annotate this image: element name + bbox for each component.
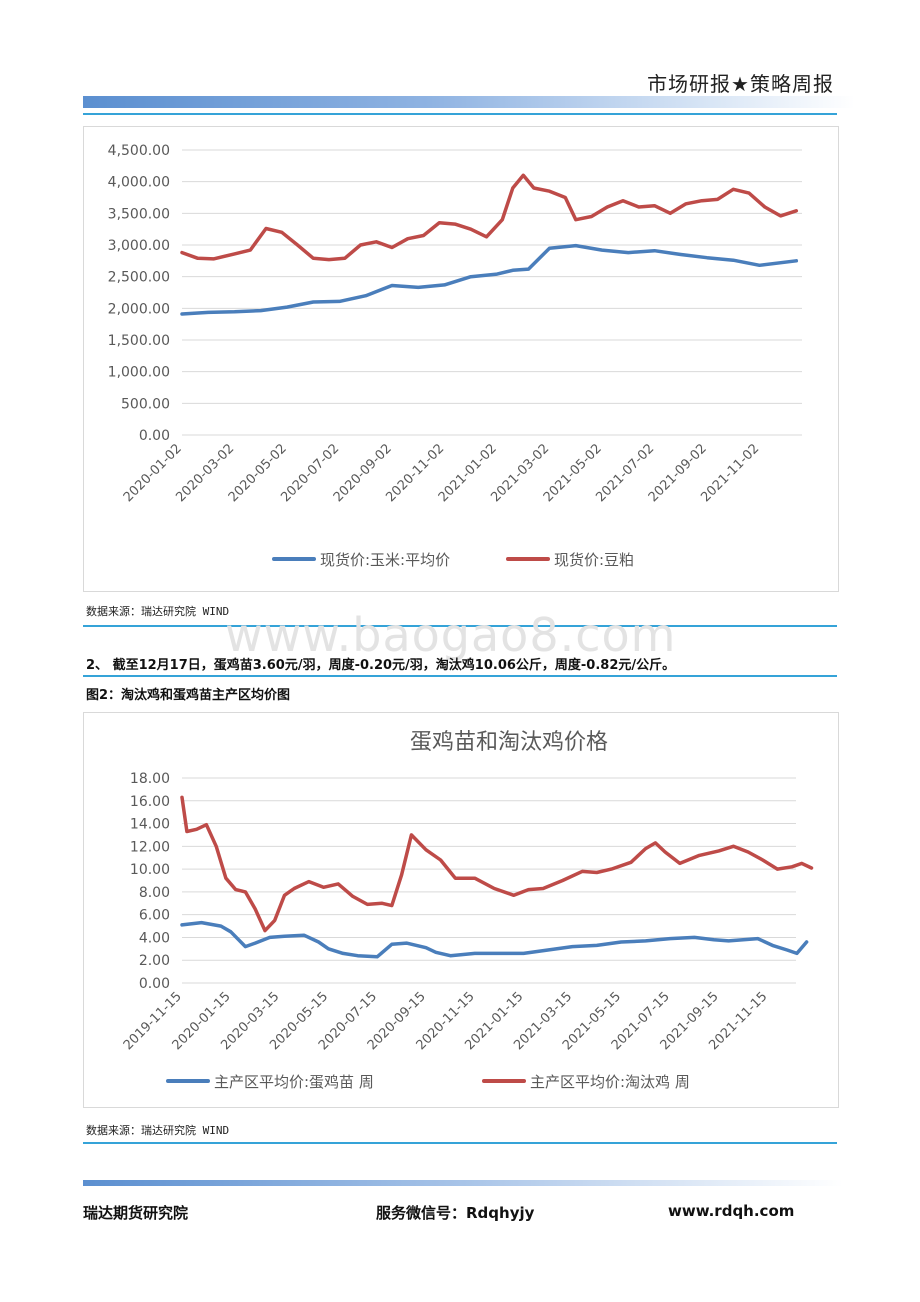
- y-tick-label: 8.00: [139, 885, 170, 901]
- series-line-1: [180, 795, 814, 933]
- y-tick-label: 10.00: [130, 862, 170, 878]
- footer-wechat: 服务微信号：Rdqhyjy: [376, 1204, 535, 1222]
- y-tick-label: 500.00: [121, 396, 170, 412]
- y-tick-label: 2.00: [139, 953, 170, 969]
- chart1-frame: 4,500.00 4,000.00 3,500.00 3,000.00 2,500.00…: [83, 126, 839, 592]
- legend-label: 现货价:豆粕: [554, 551, 634, 569]
- y-tick-label: 16.00: [130, 794, 170, 810]
- paragraph-divider: [83, 675, 837, 677]
- header-gradient-bar: [83, 96, 855, 108]
- footer-org: 瑞达期货研究院: [83, 1204, 189, 1222]
- legend-label: 主产区平均价:蛋鸡苗 周: [214, 1073, 374, 1091]
- y-tick-label: 1,500.00: [108, 333, 170, 349]
- chart2-caption: 图2：淘汰鸡和蛋鸡苗主产区均价图: [86, 688, 291, 703]
- series-line-0: [180, 920, 809, 959]
- footer-website[interactable]: www.rdqh.com: [668, 1202, 795, 1220]
- y-tick-label: 2,000.00: [108, 301, 170, 317]
- y-tick-label: 18.00: [130, 771, 170, 787]
- legend-label: 现货价:玉米:平均价: [320, 551, 450, 569]
- y-tick-label: 1,000.00: [108, 365, 170, 381]
- chart2-source: 数据来源：瑞达研究院 WIND: [86, 1124, 230, 1137]
- y-tick-label: 14.00: [130, 817, 170, 833]
- y-tick-label: 2,500.00: [108, 270, 170, 286]
- y-tick-label: 3,000.00: [108, 238, 170, 254]
- chart1-source: 数据来源：瑞达研究院 WIND: [86, 605, 230, 618]
- chart2-frame: 蛋鸡苗和淘汰鸡价格 18.00 16.00 14.00 12.00 10.00 8.00 6.…: [83, 712, 839, 1108]
- series-line-1: [180, 173, 799, 262]
- y-tick-label: 3,500.00: [108, 206, 170, 222]
- chart2-divider: [83, 1142, 837, 1144]
- y-tick-label: 0.00: [139, 976, 170, 992]
- series-line-0: [180, 243, 799, 316]
- chart1-divider: [83, 625, 837, 627]
- legend-label: 主产区平均价:淘汰鸡 周: [530, 1073, 690, 1091]
- y-tick-label: 4,500.00: [108, 143, 170, 159]
- header-divider: [83, 113, 837, 115]
- footer-gradient-bar: [83, 1180, 843, 1186]
- price-summary-text: 2、 截至12月17日，蛋鸡苗3.60元/羽，周度-0.20元/羽，淘汰鸡10.…: [86, 658, 676, 673]
- y-tick-label: 12.00: [130, 839, 170, 855]
- y-tick-label: 0.00: [139, 428, 170, 444]
- y-tick-label: 4.00: [139, 930, 170, 946]
- chart2-svg: 蛋鸡苗和淘汰鸡价格 18.00 16.00 14.00 12.00 10.00 8.00 6.…: [121, 730, 814, 1091]
- chart-title: 蛋鸡苗和淘汰鸡价格: [410, 730, 608, 755]
- chart1-svg: 4,500.00 4,000.00 3,500.00 3,000.00 2,500.00…: [108, 143, 802, 569]
- y-tick-label: 4,000.00: [108, 175, 170, 191]
- watermark: www.baogao8.com: [225, 608, 677, 662]
- report-title: 市场研报★策略周报: [647, 72, 834, 96]
- y-tick-label: 6.00: [139, 908, 170, 924]
